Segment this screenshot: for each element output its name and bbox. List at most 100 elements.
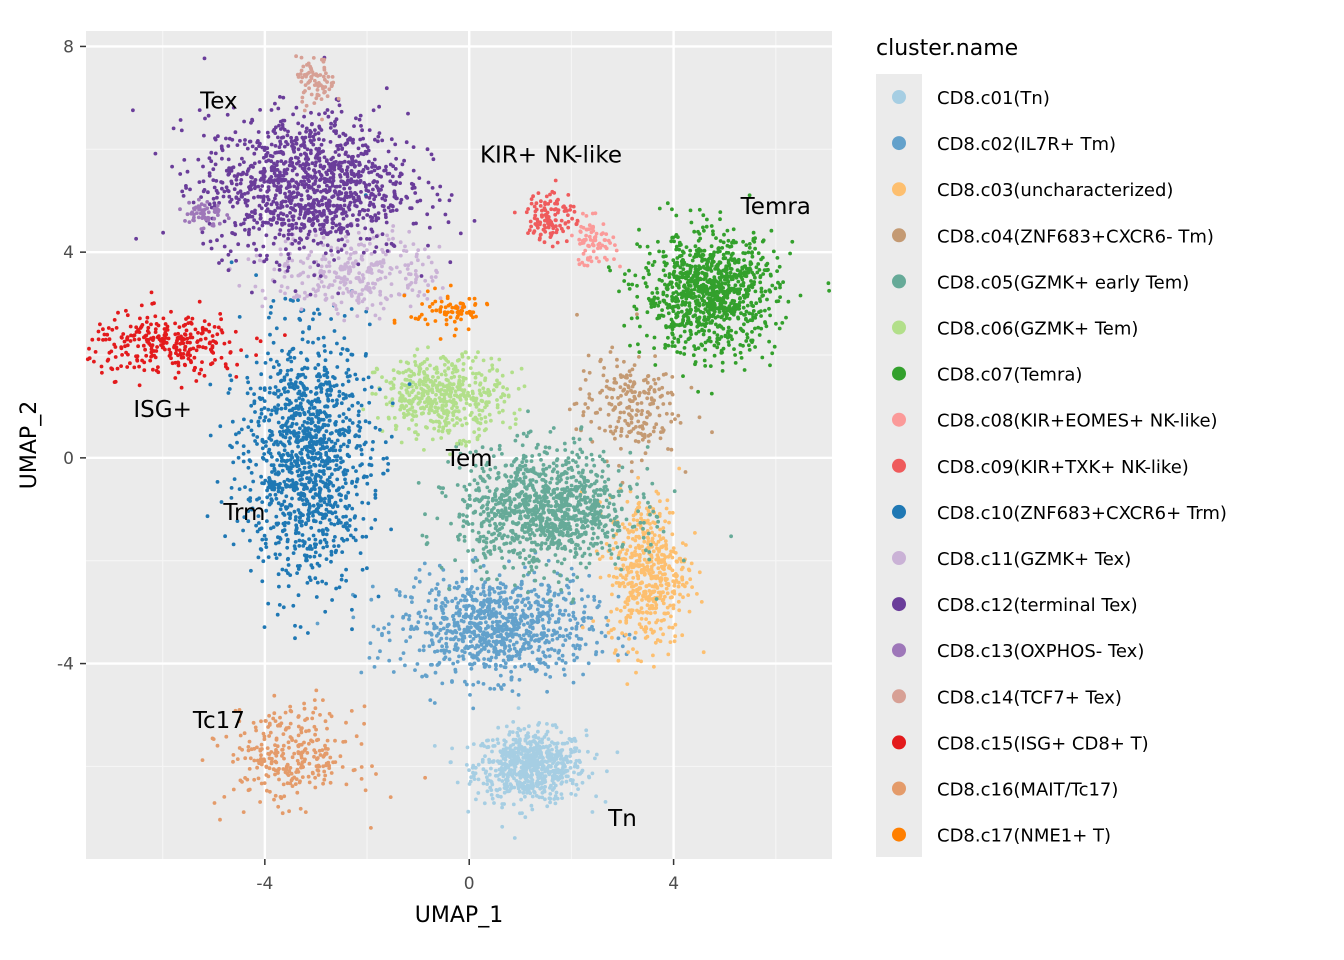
data-point [669, 614, 673, 619]
data-point [370, 391, 375, 396]
data-point [546, 583, 551, 588]
data-point [617, 551, 622, 555]
data-point [555, 481, 559, 486]
data-point [599, 540, 604, 545]
data-point [502, 494, 506, 498]
data-point [624, 392, 628, 396]
data-point [655, 405, 660, 410]
data-point [573, 793, 578, 797]
data-point [483, 378, 487, 383]
data-point [475, 437, 480, 442]
data-point [601, 373, 606, 378]
data-point [511, 802, 516, 807]
data-point [672, 489, 677, 494]
data-point [514, 737, 518, 742]
data-point [443, 419, 447, 423]
data-point [427, 572, 432, 576]
data-point [430, 588, 434, 593]
data-point [623, 272, 627, 276]
data-point [545, 529, 550, 534]
data-point [545, 722, 549, 726]
data-point [422, 448, 426, 452]
data-point [473, 597, 478, 602]
data-point [523, 613, 528, 618]
data-point [457, 374, 462, 379]
data-point [538, 657, 543, 662]
data-point [715, 306, 720, 311]
data-point [725, 228, 730, 233]
data-point [604, 395, 609, 399]
data-point [635, 601, 640, 605]
data-point [634, 425, 638, 429]
data-point [511, 566, 515, 570]
data-point [497, 496, 502, 501]
data-point [430, 437, 435, 442]
data-point [586, 661, 591, 666]
data-point [655, 638, 660, 642]
data-point [776, 280, 780, 285]
data-point [670, 285, 675, 289]
data-point [551, 461, 556, 466]
data-point [443, 494, 448, 499]
data-point [715, 333, 720, 337]
data-point [428, 418, 433, 423]
data-point [579, 474, 584, 478]
data-point [531, 755, 536, 759]
data-point [614, 566, 618, 571]
data-point [645, 244, 650, 249]
data-point [621, 581, 626, 585]
data-point [509, 474, 513, 479]
data-point [691, 291, 696, 296]
data-point [636, 564, 641, 569]
data-point [650, 584, 655, 589]
data-point [511, 550, 516, 555]
data-point [777, 326, 782, 331]
series-2 [315, 550, 637, 711]
data-point [611, 547, 616, 551]
data-point [640, 580, 644, 585]
data-point [737, 289, 741, 294]
data-point [592, 463, 597, 468]
data-point [462, 394, 467, 399]
data-point [515, 522, 519, 527]
data-point [604, 498, 609, 503]
data-point [549, 504, 553, 508]
data-point [537, 527, 542, 532]
data-point [590, 771, 595, 776]
data-point [574, 496, 579, 500]
data-point [483, 580, 487, 585]
data-point [569, 483, 574, 488]
data-point [624, 551, 628, 556]
data-point [650, 291, 655, 295]
data-point [511, 521, 515, 525]
data-point [423, 673, 428, 678]
data-point [669, 419, 674, 424]
data-point [572, 440, 577, 445]
data-point [442, 651, 447, 655]
data-point [484, 545, 489, 549]
data-point [440, 490, 445, 495]
data-point [753, 236, 757, 241]
data-point [555, 796, 560, 801]
data-point [581, 410, 586, 414]
data-point [617, 463, 621, 468]
data-point [580, 498, 585, 502]
data-point [603, 523, 608, 528]
data-point [517, 493, 522, 498]
data-point [585, 506, 590, 510]
data-point [682, 284, 686, 289]
data-point [636, 475, 640, 480]
data-point [434, 392, 438, 397]
data-point [722, 305, 727, 310]
data-point [523, 565, 527, 570]
data-point [670, 532, 675, 537]
data-point [465, 520, 469, 524]
data-point [716, 336, 720, 341]
data-point [661, 402, 666, 406]
data-point [744, 339, 749, 343]
data-point [585, 524, 590, 528]
data-point [626, 282, 631, 287]
data-point [464, 401, 469, 406]
data-point [610, 583, 615, 588]
data-point [552, 628, 556, 633]
